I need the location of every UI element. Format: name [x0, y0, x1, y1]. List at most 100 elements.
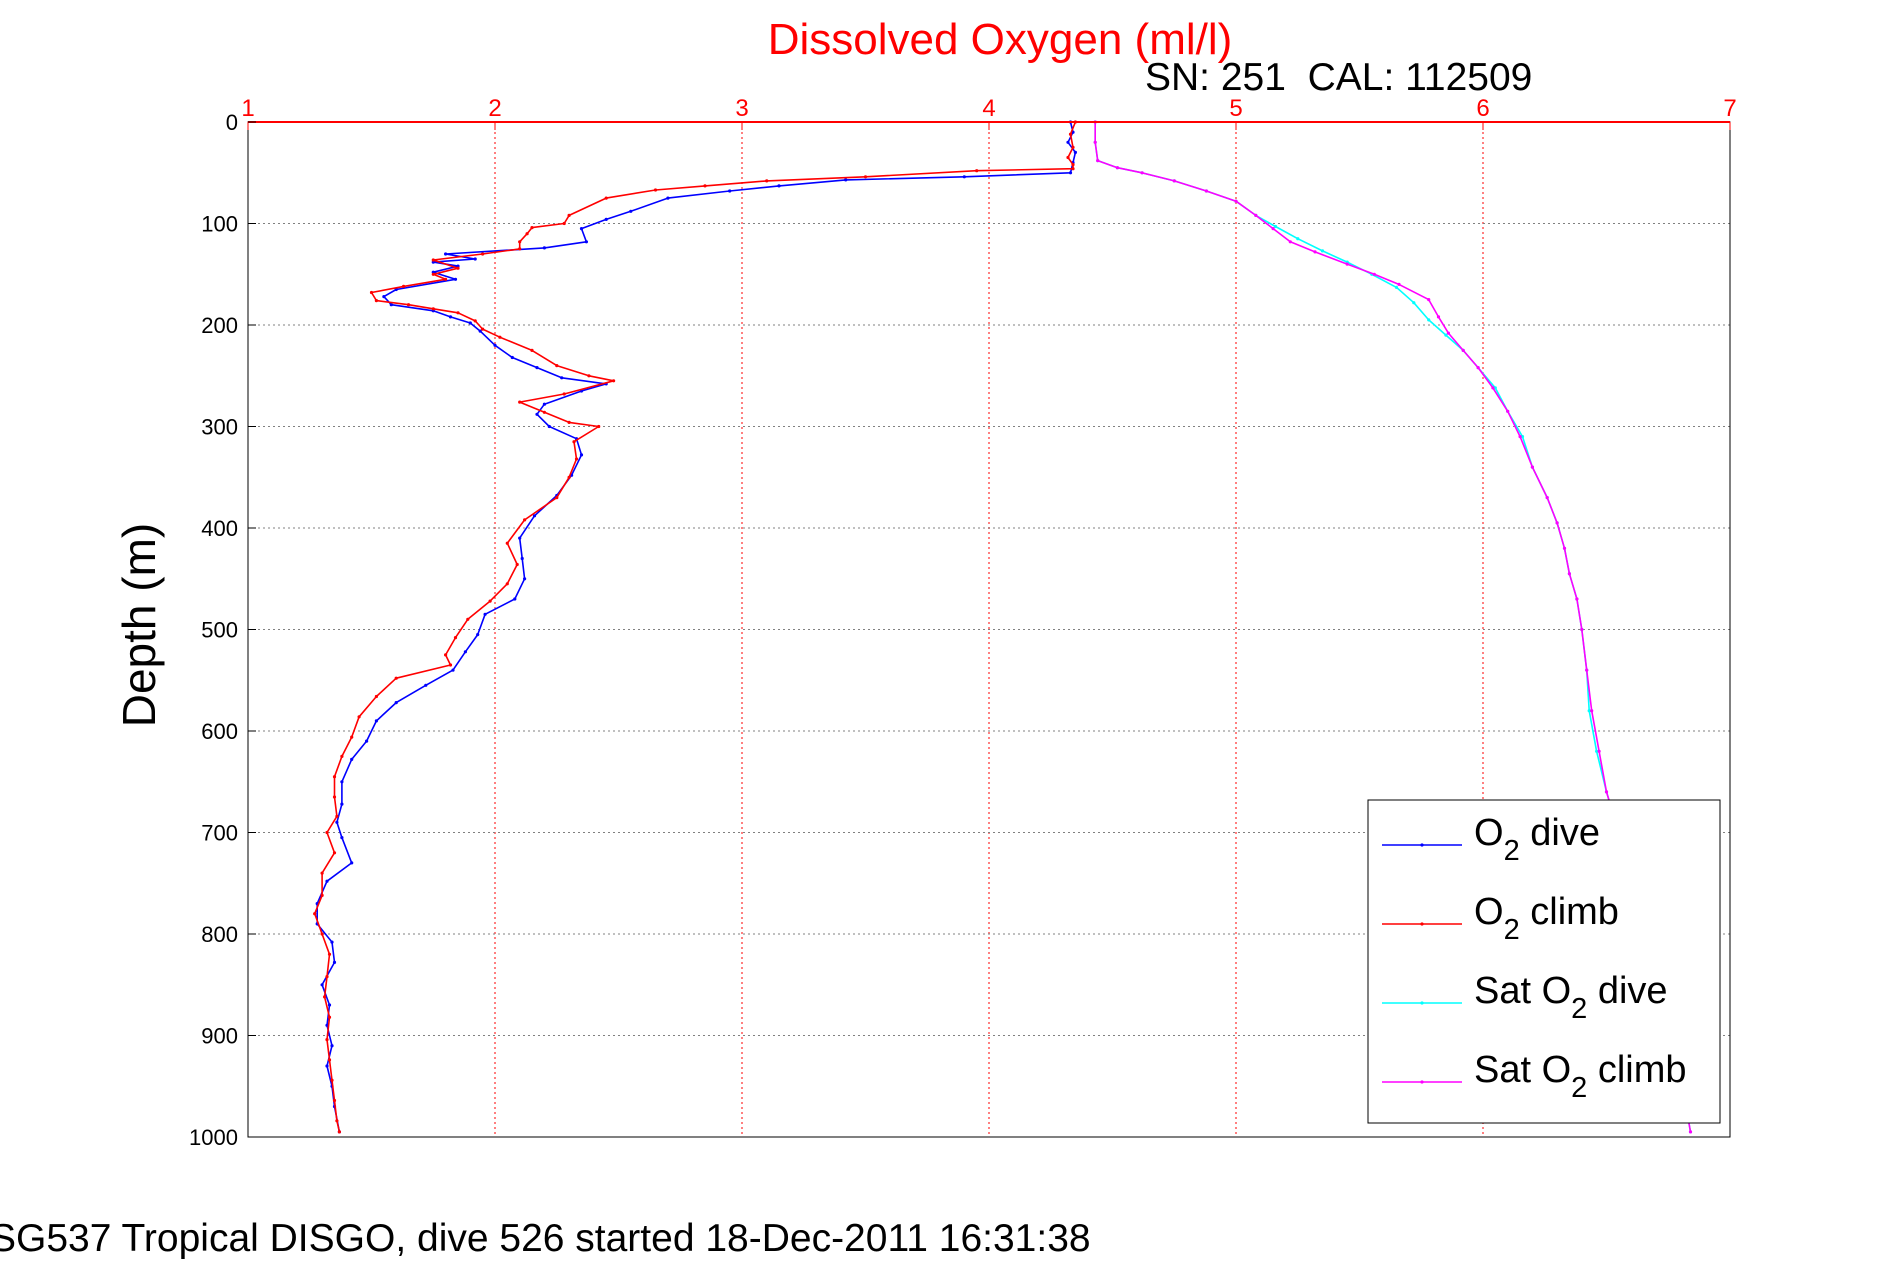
- data-point: [1580, 627, 1584, 632]
- data-point: [1597, 749, 1601, 753]
- legend-marker: [1420, 922, 1424, 926]
- data-point: [320, 871, 324, 875]
- data-point: [1595, 749, 1599, 753]
- data-point: [327, 1015, 332, 1019]
- data-point: [389, 303, 393, 307]
- data-point: [604, 196, 608, 200]
- data-point: [1427, 318, 1431, 322]
- data-point: [481, 252, 485, 256]
- series-line: [316, 121, 1077, 1133]
- legend-label: O2 climb: [1474, 891, 1619, 946]
- data-point: [1493, 386, 1497, 390]
- data-point: [402, 284, 406, 288]
- data-point: [340, 836, 344, 840]
- chart-subtitle: SN: 251 CAL: 112509: [1145, 56, 1532, 99]
- data-point: [325, 830, 329, 835]
- y-tick-label: 700: [201, 821, 238, 846]
- data-point: [1506, 409, 1510, 413]
- data-point: [567, 475, 571, 479]
- x-tick-label: 2: [488, 95, 501, 122]
- y-tick-label: 400: [201, 516, 238, 541]
- data-point: [320, 893, 324, 898]
- x-tick-label: 4: [982, 95, 995, 122]
- legend-label: Sat O2 dive: [1474, 970, 1668, 1025]
- data-point: [1296, 237, 1300, 241]
- data-point: [374, 694, 378, 699]
- data-point: [1397, 282, 1401, 286]
- data-point: [1575, 597, 1579, 601]
- data-point: [728, 189, 732, 193]
- x-tick-label: 5: [1229, 95, 1242, 122]
- data-point: [483, 612, 487, 616]
- y-axis-label: Depth (m): [113, 523, 165, 727]
- data-point: [587, 374, 591, 378]
- legend-marker: [1420, 1080, 1424, 1084]
- data-point: [1254, 213, 1258, 217]
- data-point: [332, 775, 337, 779]
- y-tick-label: 0: [226, 110, 238, 135]
- x-tick-label: 3: [735, 95, 748, 122]
- data-point: [330, 1044, 334, 1048]
- data-point: [325, 975, 329, 979]
- series-line: [313, 121, 1077, 1133]
- data-point: [530, 348, 534, 352]
- data-point: [612, 379, 616, 383]
- y-tick-label: 200: [201, 313, 238, 338]
- data-point: [424, 683, 428, 687]
- data-point: [340, 780, 344, 784]
- data-point: [584, 240, 589, 244]
- data-point: [1115, 166, 1119, 170]
- data-point: [1140, 171, 1144, 175]
- data-point: [1530, 465, 1534, 469]
- data-point: [1071, 163, 1075, 167]
- data-point: [330, 1078, 334, 1082]
- data-point: [518, 400, 522, 404]
- data-point: [1271, 227, 1275, 231]
- data-point: [525, 232, 529, 236]
- data-point: [532, 514, 537, 518]
- data-point: [562, 392, 566, 396]
- data-point: [478, 329, 482, 333]
- data-point: [1345, 262, 1349, 266]
- data-point: [493, 343, 497, 347]
- data-point: [335, 1119, 339, 1123]
- data-point: [1068, 132, 1073, 136]
- data-point: [327, 1058, 332, 1062]
- data-point: [1288, 240, 1292, 244]
- data-point: [518, 240, 522, 244]
- data-point: [703, 184, 707, 188]
- data-point: [444, 277, 448, 281]
- data-point: [518, 247, 522, 251]
- data-point: [451, 668, 455, 672]
- data-point: [350, 757, 354, 762]
- data-point: [572, 440, 576, 444]
- data-point: [456, 311, 460, 315]
- data-point: [406, 303, 411, 307]
- data-point: [1068, 171, 1073, 175]
- data-point: [777, 184, 781, 188]
- legend-box: [1367, 799, 1721, 1124]
- data-point: [1273, 224, 1278, 229]
- data-point: [357, 715, 361, 719]
- data-point: [523, 518, 527, 522]
- data-point: [1520, 435, 1525, 439]
- data-point: [513, 597, 517, 601]
- y-tick-label: 800: [201, 922, 238, 947]
- data-point: [535, 366, 539, 370]
- data-point: [535, 412, 539, 416]
- data-point: [481, 327, 485, 331]
- data-point: [510, 355, 514, 360]
- data-point: [456, 266, 460, 270]
- legend: O2 dive O2 climb Sat O2 dive Sat O2 climb: [1367, 799, 1721, 1124]
- y-tick-label: 1000: [189, 1125, 238, 1150]
- y-tick-label: 600: [201, 719, 238, 744]
- data-point: [1604, 790, 1609, 794]
- x-axis-ticks: 1 2 3 4 5 6 7: [241, 95, 1737, 130]
- data-point: [332, 1098, 337, 1103]
- data-point: [505, 582, 509, 586]
- data-point: [962, 175, 966, 179]
- data-point: [1066, 155, 1070, 160]
- data-point: [1071, 167, 1075, 171]
- data-point: [555, 364, 559, 368]
- legend-label: O2 dive: [1474, 812, 1600, 867]
